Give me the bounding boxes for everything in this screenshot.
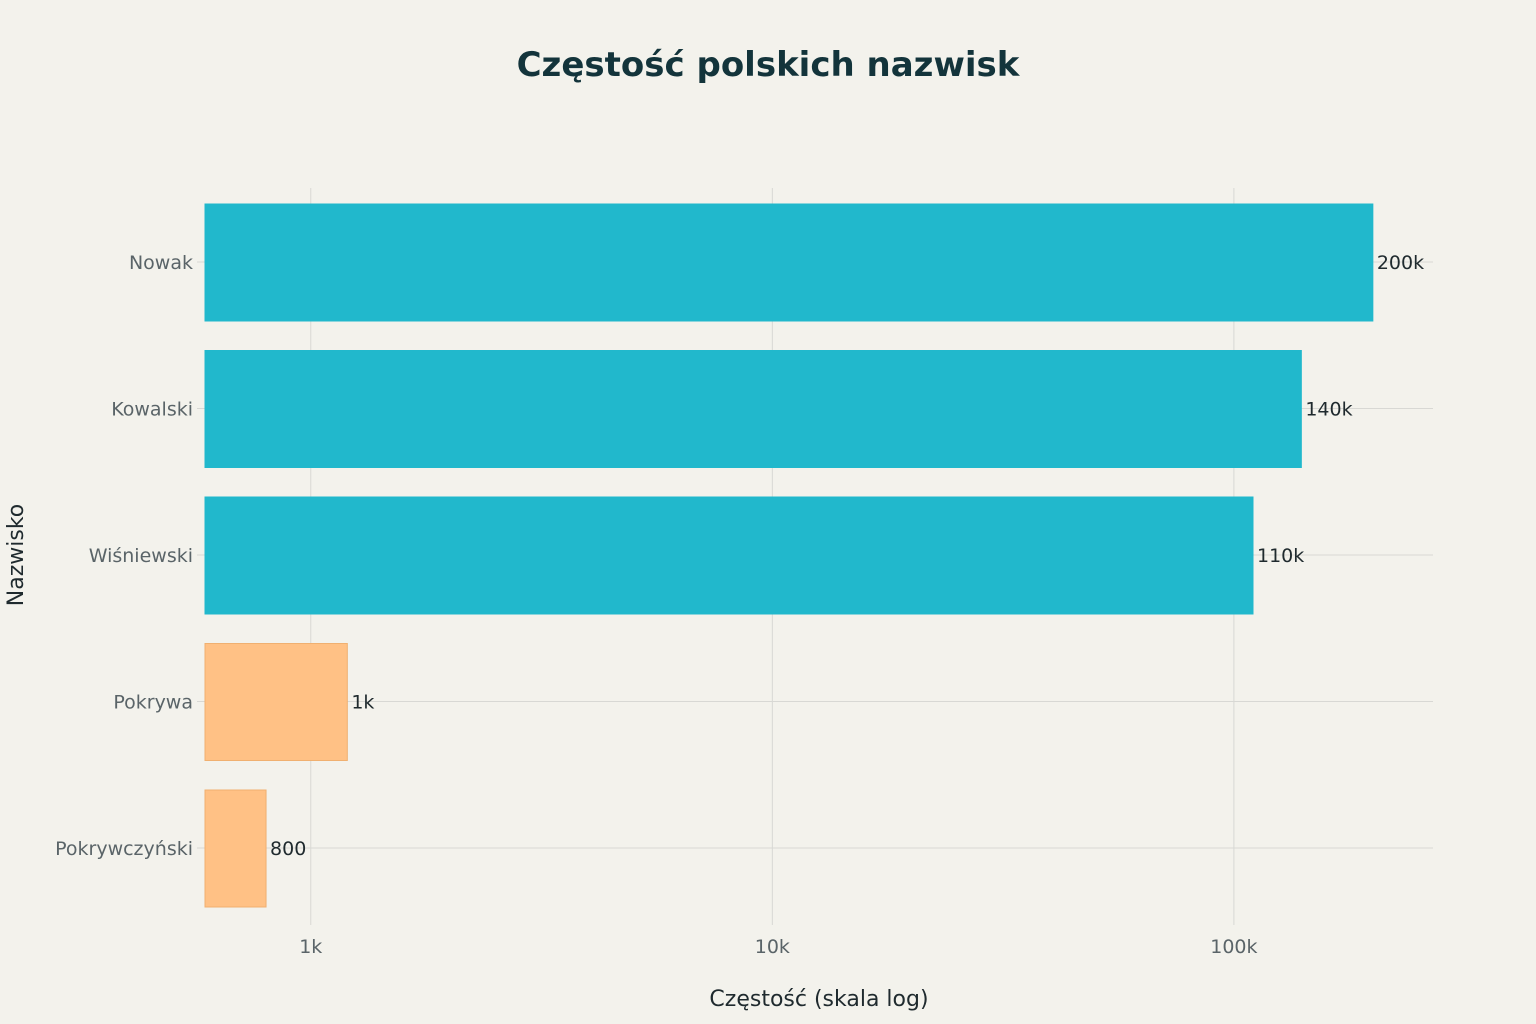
data-label: 800: [270, 838, 306, 860]
data-label: 140k: [1305, 399, 1352, 421]
bar-pokrywa: [204, 643, 348, 761]
x-tick-label: 100k: [1210, 936, 1257, 958]
bars: [204, 203, 1374, 908]
y-tick-label: Kowalski: [111, 399, 193, 421]
bar-wiśniewski: [204, 496, 1254, 615]
bar-kowalski: [204, 350, 1302, 468]
data-label: 110k: [1257, 545, 1304, 567]
y-tick-label: Pokrywczyński: [55, 838, 193, 860]
x-tick-label: 1k: [299, 936, 322, 958]
bar-nowak: [204, 203, 1374, 322]
data-label: 1k: [351, 692, 374, 714]
bar-pokrywczyński: [204, 789, 267, 908]
y-tick-label: Nowak: [129, 252, 193, 274]
data-label: 200k: [1377, 252, 1424, 274]
labels: 1k 10k 100k Nowak 200k Kowalski 140k Wiśniewski…: [55, 252, 1424, 958]
chart-title: Częstość polskich nazwisk: [517, 45, 1021, 85]
y-tick-label: Pokrywa: [113, 692, 193, 714]
y-axis-title: Nazwisko: [4, 504, 29, 606]
x-tick-label: 10k: [755, 936, 790, 958]
x-axis-title: Częstość (skala log): [709, 987, 928, 1012]
y-tick-label: Wiśniewski: [89, 545, 193, 567]
